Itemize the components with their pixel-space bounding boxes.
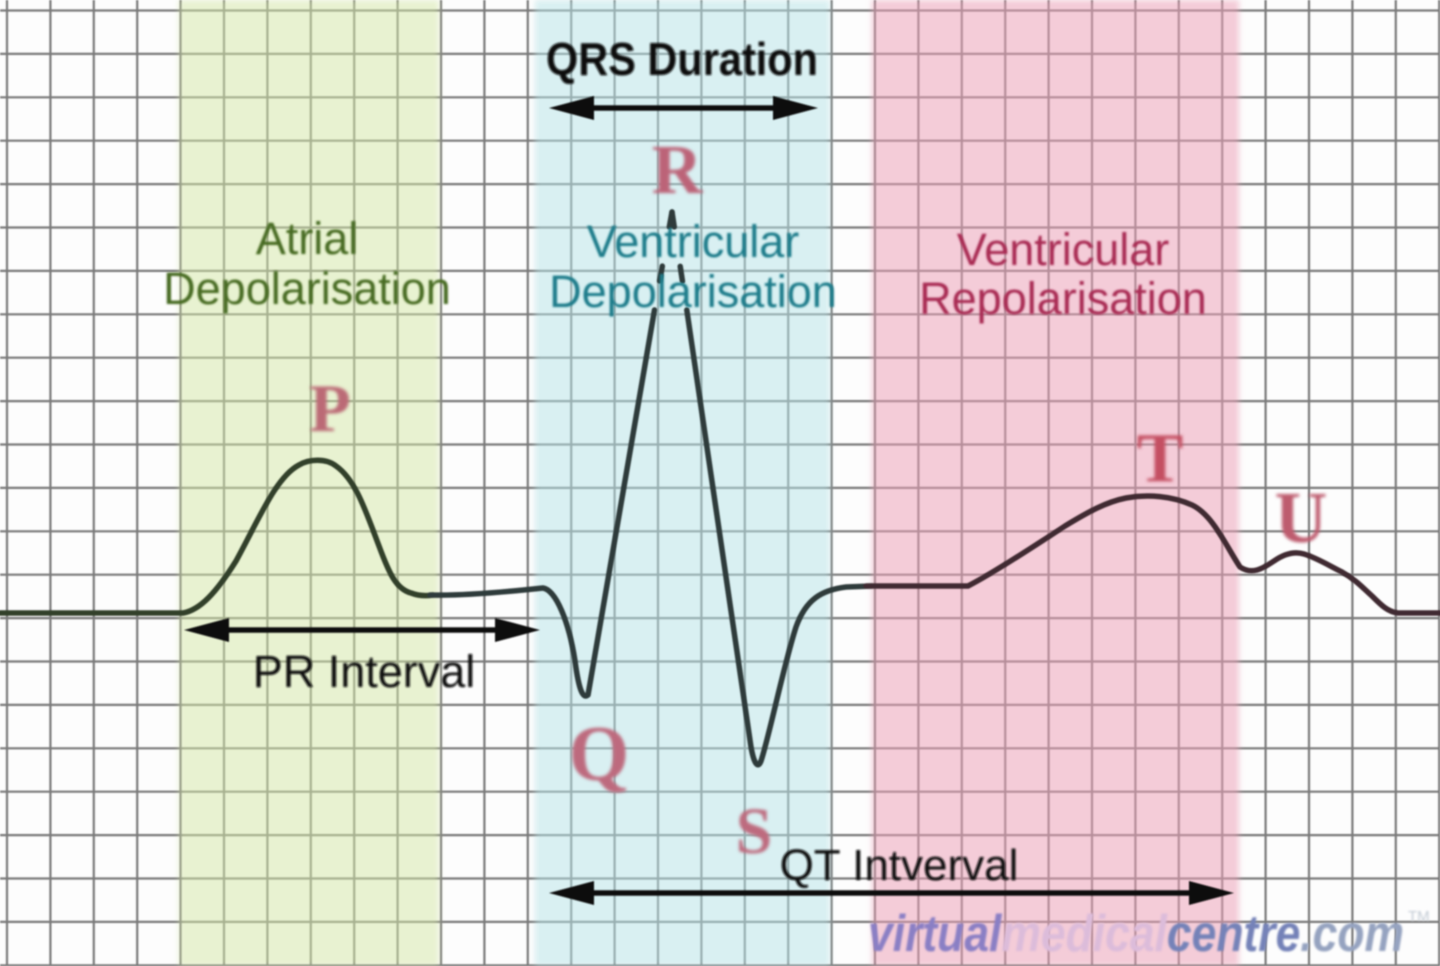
svg-text:Ventricular: Ventricular	[957, 224, 1170, 275]
svg-text:QT Intverval: QT Intverval	[780, 841, 1019, 890]
svg-text:Q: Q	[569, 710, 630, 797]
svg-text:Ventricular: Ventricular	[587, 216, 800, 267]
svg-text:P: P	[309, 370, 351, 446]
svg-text:medical: medical	[1001, 905, 1168, 963]
svg-text:U: U	[1275, 477, 1328, 558]
svg-text:S: S	[736, 795, 773, 868]
svg-text:Atrial: Atrial	[256, 213, 359, 264]
svg-text:PR Interval: PR Interval	[253, 646, 476, 697]
svg-text:R: R	[652, 132, 704, 209]
svg-text:.com: .com	[1300, 905, 1404, 963]
svg-text:QRS Duration: QRS Duration	[546, 33, 818, 85]
svg-text:TM: TM	[1408, 908, 1430, 925]
svg-text:T: T	[1137, 420, 1184, 497]
svg-text:Depolarisation: Depolarisation	[163, 263, 451, 314]
svg-text:centre: centre	[1167, 905, 1300, 963]
svg-text:Repolarisation: Repolarisation	[919, 273, 1207, 324]
svg-text:virtual: virtual	[868, 905, 1003, 963]
svg-text:Depolarisation: Depolarisation	[549, 266, 837, 317]
